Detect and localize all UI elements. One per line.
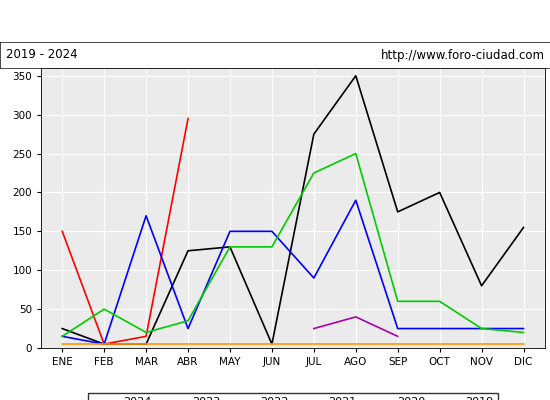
Text: Evolucion Nº Turistas Nacionales en el municipio de Narros: Evolucion Nº Turistas Nacionales en el m… [71, 14, 479, 28]
Text: 2019 - 2024: 2019 - 2024 [6, 48, 77, 62]
Text: http://www.foro-ciudad.com: http://www.foro-ciudad.com [381, 48, 544, 62]
Legend: 2024, 2023, 2022, 2021, 2020, 2019: 2024, 2023, 2022, 2021, 2020, 2019 [88, 393, 498, 400]
